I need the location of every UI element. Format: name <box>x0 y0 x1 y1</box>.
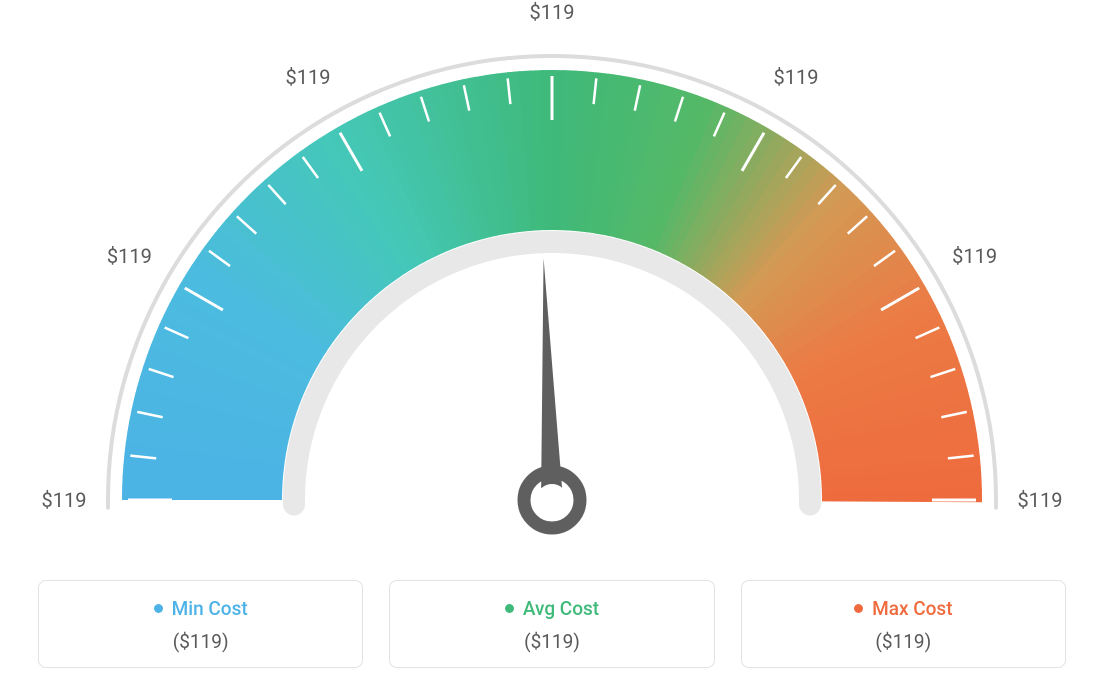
legend-row: Min Cost ($119) Avg Cost ($119) Max Cost… <box>38 580 1066 668</box>
legend-avg-value: ($119) <box>400 630 703 653</box>
legend-max-value: ($119) <box>752 630 1055 653</box>
legend-min-label: Min Cost <box>172 597 248 620</box>
gauge-svg <box>0 40 1104 600</box>
gauge-scale-label: $119 <box>286 65 331 89</box>
legend-avg-label: Avg Cost <box>523 597 599 620</box>
legend-card-max: Max Cost ($119) <box>741 580 1066 668</box>
gauge-scale-label: $119 <box>952 244 997 268</box>
legend-card-avg: Avg Cost ($119) <box>389 580 714 668</box>
gauge-scale-label: $119 <box>1018 488 1063 512</box>
gauge-scale-label: $119 <box>107 244 152 268</box>
legend-card-min: Min Cost ($119) <box>38 580 363 668</box>
gauge-scale-label: $119 <box>42 488 87 512</box>
gauge-scale-label: $119 <box>774 65 819 89</box>
gauge-scale-label: $119 <box>530 0 575 24</box>
legend-min-value: ($119) <box>49 630 352 653</box>
gauge-chart: $119 $119 $119 $119 $119 $119 $119 <box>0 0 1104 560</box>
dot-min <box>154 604 163 613</box>
legend-max-label: Max Cost <box>872 597 952 620</box>
dot-avg <box>505 604 514 613</box>
dot-max <box>854 604 863 613</box>
